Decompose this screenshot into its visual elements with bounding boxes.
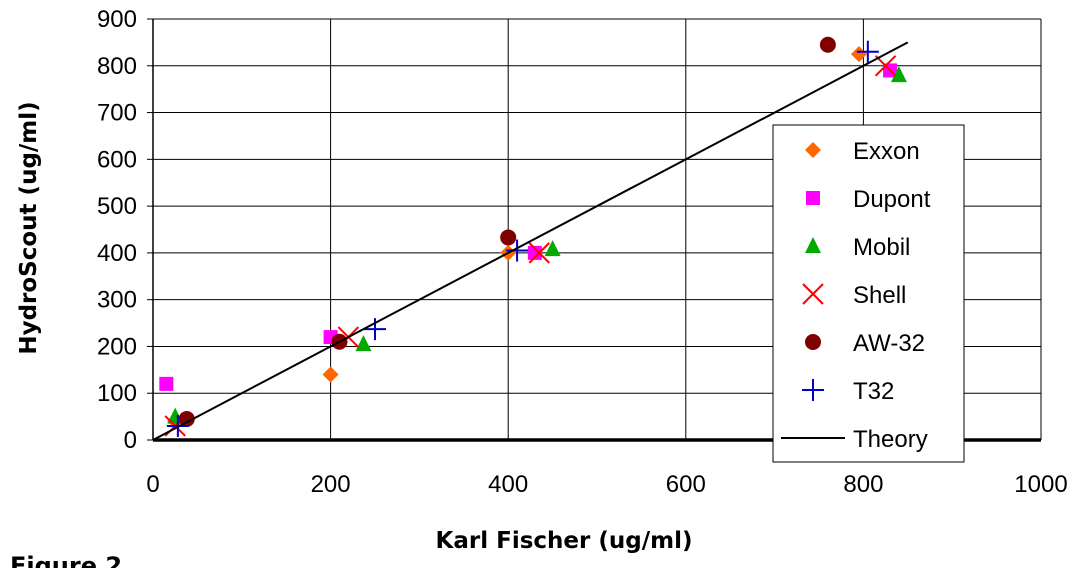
aw-32-point bbox=[500, 229, 517, 246]
figure-label: Figure 2 bbox=[10, 552, 122, 568]
series-theory bbox=[152, 41, 909, 441]
legend-swatch-aw-32 bbox=[805, 334, 821, 350]
series-exxon bbox=[167, 46, 867, 430]
data-series bbox=[152, 36, 909, 441]
y-tick-label: 400 bbox=[97, 240, 137, 267]
legend-swatch-dupont bbox=[806, 191, 820, 205]
legend-label-mobil: Mobil bbox=[853, 234, 910, 261]
y-tick-label: 700 bbox=[97, 100, 137, 127]
theory-line bbox=[152, 41, 909, 441]
x-tick-label: 600 bbox=[666, 471, 706, 498]
t32-point bbox=[364, 318, 386, 341]
t32-point bbox=[856, 40, 879, 63]
x-tick-label: 400 bbox=[488, 471, 528, 498]
x-tick-labels: 0 200 400 600 800 1000 bbox=[146, 471, 1067, 498]
mobil-point bbox=[890, 66, 907, 83]
x-tick-label: 0 bbox=[146, 471, 159, 498]
legend-label-t32: T32 bbox=[853, 378, 894, 405]
legend-label-exxon: Exxon bbox=[853, 138, 920, 165]
legend-swatch-mobil bbox=[805, 237, 821, 253]
legend-label-dupont: Dupont bbox=[853, 186, 931, 213]
legend-swatch-t32 bbox=[802, 379, 824, 401]
t32-point bbox=[506, 239, 529, 262]
y-tick-label: 300 bbox=[97, 287, 137, 314]
legend-swatch-shell bbox=[802, 283, 824, 305]
legend: Exxon Dupont Mobil Shell AW-32 T32 Theory bbox=[772, 124, 965, 463]
y-tick-label: 200 bbox=[97, 333, 137, 360]
dupont-point bbox=[159, 376, 174, 391]
legend-swatch-exxon bbox=[805, 142, 821, 158]
y-tick-label: 600 bbox=[97, 146, 137, 173]
mobil-point bbox=[355, 335, 372, 352]
y-tick-label: 500 bbox=[97, 193, 137, 220]
y-tick-label: 0 bbox=[124, 427, 137, 454]
y-tick-label: 100 bbox=[97, 380, 137, 407]
series-aw-32 bbox=[178, 36, 836, 427]
y-tick-label: 800 bbox=[97, 53, 137, 80]
x-tick-label: 1000 bbox=[1014, 471, 1067, 498]
shell-point bbox=[874, 55, 897, 77]
y-axis-title: HydroScout (ug/ml) bbox=[16, 101, 42, 354]
aw-32-point bbox=[178, 410, 195, 427]
y-tick-labels: 0 100 200 300 400 500 600 700 800 900 bbox=[97, 6, 137, 454]
x-tick-label: 200 bbox=[311, 471, 351, 498]
aw-32-point bbox=[819, 36, 836, 53]
x-axis-title: Karl Fischer (ug/ml) bbox=[436, 528, 693, 554]
legend-label-aw-32: AW-32 bbox=[853, 330, 925, 357]
exxon-point bbox=[322, 366, 339, 383]
dupont-point bbox=[527, 245, 542, 260]
exxon-point bbox=[850, 46, 867, 63]
legend-box bbox=[772, 124, 965, 463]
x-tick-label: 800 bbox=[843, 471, 883, 498]
shell-point bbox=[528, 242, 550, 264]
legend-label-theory: Theory bbox=[853, 426, 928, 453]
y-tick-label: 900 bbox=[97, 6, 137, 33]
legend-label-shell: Shell bbox=[853, 282, 906, 309]
mobil-point bbox=[544, 240, 561, 257]
